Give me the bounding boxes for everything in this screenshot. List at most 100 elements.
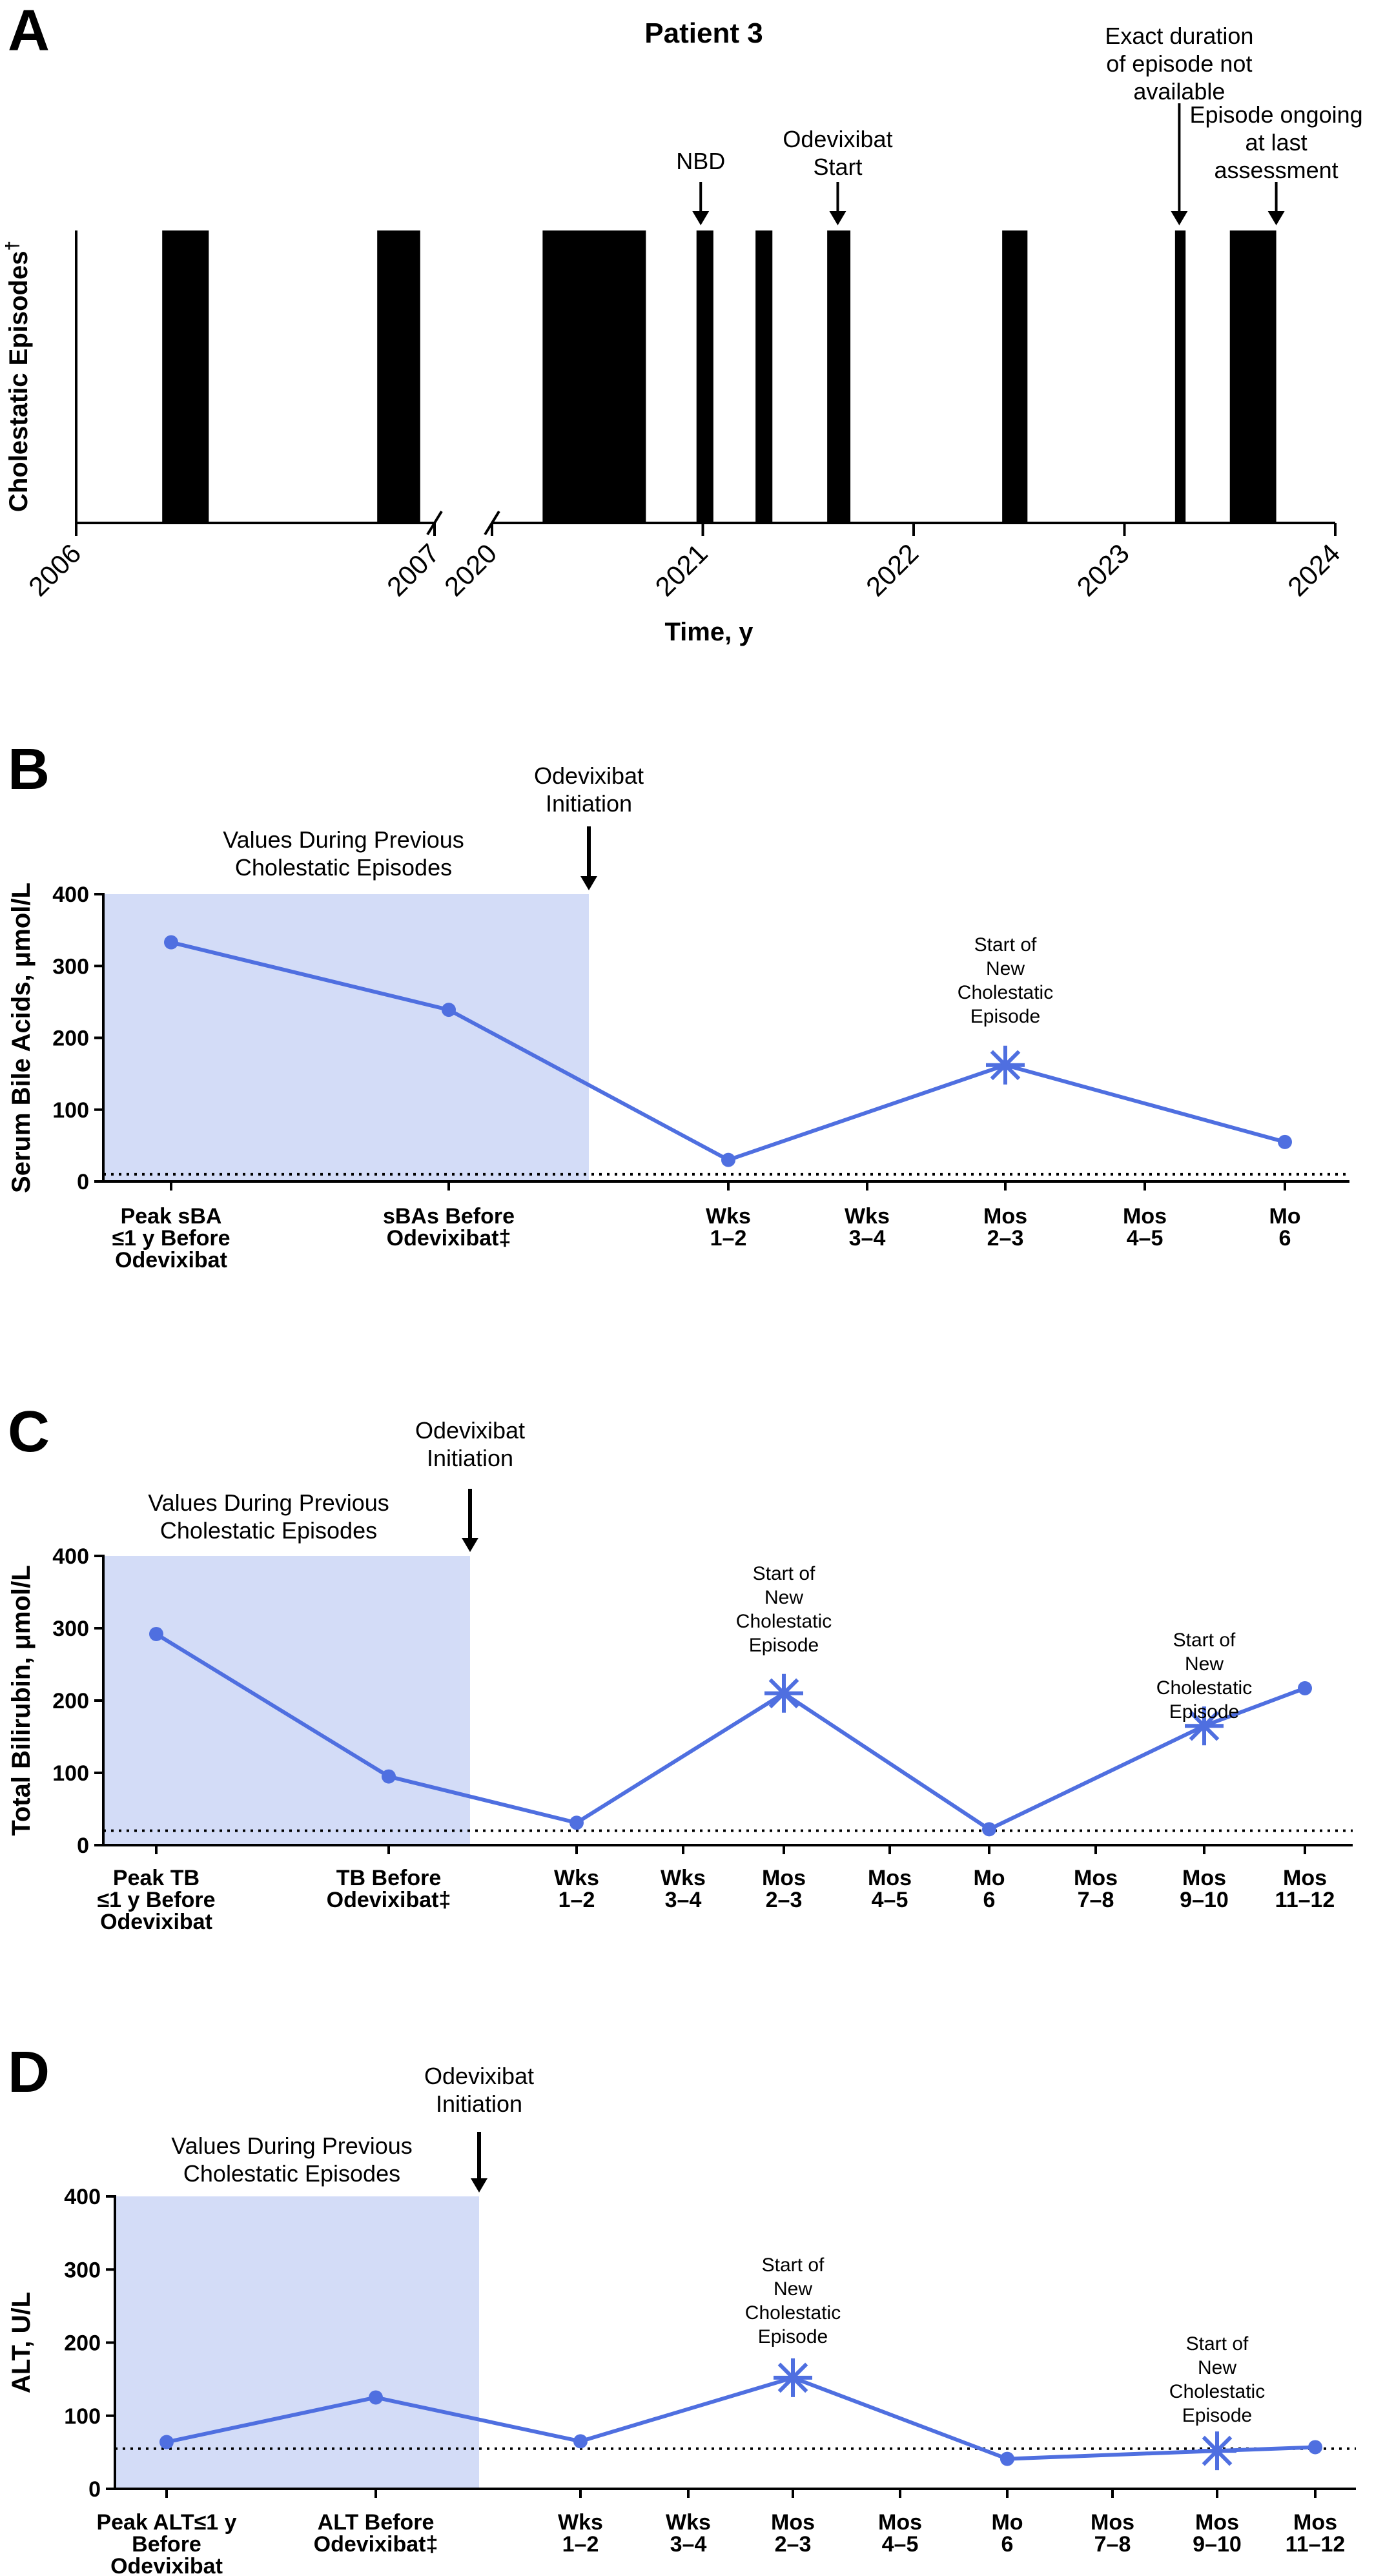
x-tick-label: Mos [1074, 1866, 1118, 1890]
new-episode-label: Start of [762, 2254, 825, 2276]
x-tick-label: Odevixibat [110, 2554, 223, 2576]
data-point [573, 2434, 588, 2449]
x-tick-label: Wks [706, 1204, 751, 1229]
y-tick-label: 400 [52, 883, 89, 907]
episode-bar [755, 230, 773, 523]
annotation-label: assessment [1215, 157, 1338, 183]
x-tick-label: Wks [666, 2510, 711, 2535]
x-tick-label: 3–4 [849, 1226, 886, 1251]
new-episode-marker [1185, 1706, 1224, 1746]
x-tick-label: 11–12 [1286, 2532, 1346, 2557]
marker-stroke [1189, 1710, 1220, 1741]
y-tick-label: 0 [77, 1170, 89, 1194]
new-episode-label: Start of [753, 1563, 815, 1584]
x-tick-label: 1–2 [710, 1226, 747, 1251]
shaded-region [103, 1556, 470, 1845]
data-point [1278, 1134, 1292, 1149]
episode-bar [827, 230, 851, 523]
new-episode-label: Episode [970, 1006, 1040, 1027]
x-axis-label: Time, y [664, 618, 754, 646]
annotation-label: at last [1246, 129, 1307, 156]
new-episode-label: Episode [1182, 2405, 1252, 2426]
marker-stroke [1202, 2435, 1233, 2466]
x-tick-label: Odevixibat [100, 1910, 212, 1934]
annotation-arrow [829, 182, 846, 225]
marker-stroke [777, 2362, 808, 2393]
x-tick-label: 1–2 [559, 1888, 595, 1912]
x-tick-label: Odevixibat‡ [314, 2532, 438, 2557]
arrow-head [829, 211, 846, 225]
episode-bar [1229, 230, 1277, 523]
x-tick-label: Mo [1269, 1204, 1300, 1229]
y-tick-label: 100 [64, 2404, 101, 2429]
annotation-label: NBD [676, 148, 725, 174]
data-point [382, 1769, 396, 1784]
annotation-label: Start [813, 154, 862, 180]
y-tick-label: 300 [52, 954, 89, 979]
x-tick-label: Mos [771, 2510, 815, 2535]
y-tick-label: 0 [77, 1834, 89, 1858]
x-tick-label: Mos [1283, 1866, 1327, 1890]
marker-stroke [768, 1678, 799, 1709]
annotation-label: Episode ongoing [1189, 101, 1362, 128]
y-tick-label: 100 [52, 1761, 89, 1786]
x-tick-label: Mo [991, 2510, 1023, 2535]
new-episode-label: Start of [1173, 1630, 1236, 1651]
shaded-region-label: Values During Previous [223, 826, 464, 853]
x-tick-label: ≤1 y Before [112, 1226, 230, 1251]
y-axis-label: Cholestatic Episodes† [2, 241, 33, 512]
new-episode-marker [764, 1673, 803, 1713]
y-tick-label: 100 [52, 1098, 89, 1123]
x-tick-label: 4–5 [882, 2532, 919, 2557]
annotation-label: Odevixibat [783, 126, 892, 152]
panel-letter: C [8, 1400, 50, 1464]
new-episode-marker [774, 2358, 812, 2397]
x-tick-label: 3–4 [665, 1888, 702, 1912]
new-episode-label: Episode [749, 1635, 819, 1656]
x-tick-label: Wks [558, 2510, 603, 2535]
new-episode-label: Cholestatic [958, 982, 1053, 1003]
x-tick-label: Mos [1182, 1866, 1226, 1890]
panel-letter: A [8, 0, 50, 63]
new-episode-label: Start of [1186, 2333, 1249, 2355]
new-episode-label: Start of [974, 934, 1037, 956]
shaded-region-label: Cholestatic Episodes [160, 1517, 377, 1544]
initiation-arrow [462, 1489, 478, 1552]
data-point [982, 1822, 996, 1837]
initiation-label: Initiation [436, 2090, 522, 2117]
shaded-region-label: Cholestatic Episodes [183, 2160, 400, 2187]
x-tick-label: ALT Before [318, 2510, 435, 2535]
y-axis-label: Serum Bile Acids, μmol/L [7, 883, 36, 1193]
data-point [442, 1003, 456, 1017]
x-tick-label: 11–12 [1275, 1888, 1335, 1912]
x-tick-label: 9–10 [1180, 1888, 1229, 1912]
shaded-region-label: Values During Previous [171, 2132, 413, 2159]
annotation-label: available [1133, 78, 1225, 105]
initiation-label: Odevixibat [534, 762, 644, 789]
x-tick-label: ≤1 y Before [97, 1888, 215, 1912]
arrow-head [1267, 211, 1285, 225]
new-episode-marker [986, 1045, 1025, 1085]
x-tick-label: 2006 [23, 538, 87, 602]
x-tick-label: Peak sBA [121, 1204, 222, 1229]
y-tick-label: 300 [64, 2258, 101, 2282]
initiation-label: Odevixibat [424, 2063, 534, 2089]
y-axis-label: Total Bilirubin, μmol/L [7, 1565, 36, 1835]
panel-letter: D [8, 2040, 50, 2105]
y-tick-label: 0 [88, 2477, 101, 2502]
chart-title: Patient 3 [644, 17, 763, 49]
x-tick-label: 6 [1001, 2532, 1014, 2557]
shaded-region [103, 894, 589, 1181]
x-tick-label: 4–5 [872, 1888, 908, 1912]
data-point [569, 1815, 584, 1830]
x-tick-label: Odevixibat‡ [387, 1226, 511, 1251]
data-point [149, 1626, 163, 1641]
arrow-head [692, 211, 710, 225]
x-tick-label: Peak ALT≤1 y [96, 2510, 236, 2535]
x-tick-label: Wks [661, 1866, 706, 1890]
new-episode-marker [1198, 2431, 1236, 2471]
x-tick-label: Mos [1293, 2510, 1337, 2535]
annotation-arrow [692, 182, 710, 225]
